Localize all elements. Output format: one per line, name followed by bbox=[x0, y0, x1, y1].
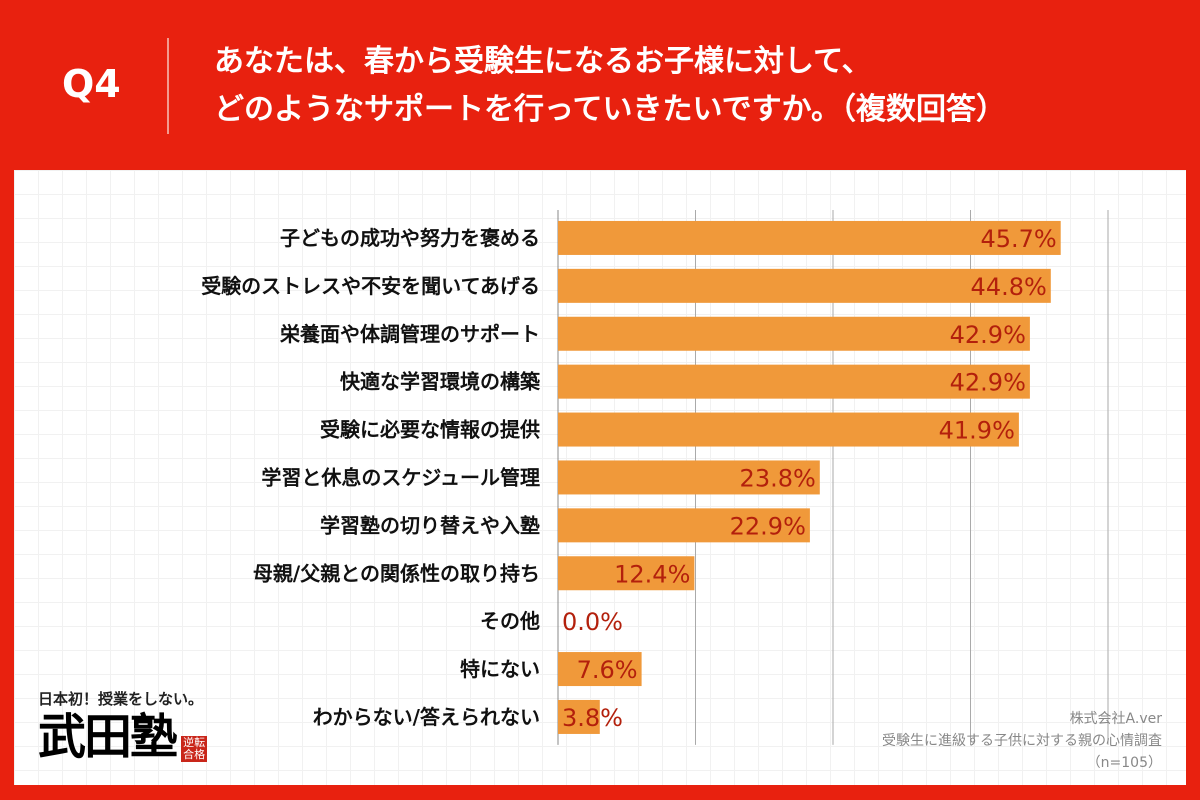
category-label: 特にない bbox=[460, 657, 540, 681]
bar bbox=[558, 364, 1030, 399]
category-label: わからない/答えられない bbox=[313, 705, 540, 729]
value-label: 7.6% bbox=[577, 656, 638, 684]
question-line-1: あなたは、春から受験生になるお子様に対して、 bbox=[214, 44, 872, 79]
category-label: 受験に必要な情報の提供 bbox=[320, 418, 540, 442]
value-label: 22.9% bbox=[730, 512, 806, 540]
bar bbox=[558, 699, 600, 734]
value-label: 42.9% bbox=[950, 321, 1026, 349]
category-label: 子どもの成功や努力を褒める bbox=[280, 226, 540, 250]
source-survey: 受験生に進級する子供に対する親の心情調査 bbox=[882, 733, 1162, 749]
category-label: 学習と休息のスケジュール管理 bbox=[261, 465, 540, 489]
category-label: 学習塾の切り替えや入塾 bbox=[320, 513, 540, 537]
logo-stamp: 逆転合格 bbox=[181, 735, 208, 762]
value-label: 3.8% bbox=[562, 704, 623, 732]
logo-name: 武田塾 bbox=[38, 709, 178, 765]
bar bbox=[558, 268, 1051, 303]
divider bbox=[167, 38, 169, 134]
category-label: 栄養面や体調管理のサポート bbox=[279, 322, 540, 346]
logo-tagline: 日本初！授業をしない。 bbox=[38, 690, 204, 708]
bar bbox=[558, 556, 695, 591]
bar bbox=[558, 508, 810, 543]
bar bbox=[558, 220, 1061, 255]
value-label: 42.9% bbox=[950, 369, 1026, 397]
chart-panel: 子どもの成功や努力を褒める 45.7% 受験のストレスや不安を聞いてあげる 44.8%… bbox=[14, 170, 1186, 785]
category-label: その他 bbox=[480, 609, 540, 633]
value-label: 45.7% bbox=[980, 225, 1056, 253]
category-label: 受験のストレスや不安を聞いてあげる bbox=[201, 274, 540, 298]
question-line-2: どのようなサポートを行っていきたいですか。（複数回答） bbox=[214, 92, 1006, 127]
bar bbox=[558, 460, 820, 495]
bar bbox=[558, 412, 1019, 447]
category-label: 快適な学習環境の構築 bbox=[340, 370, 541, 394]
value-label: 41.9% bbox=[939, 417, 1015, 445]
value-label: 44.8% bbox=[971, 273, 1047, 301]
question-number: Q4 bbox=[62, 62, 121, 106]
sample-size: （n=105） bbox=[1086, 755, 1162, 771]
source-note: 株式会社A.ver 受験生に進級する子供に対する親の心情調査 （n=105） bbox=[882, 708, 1162, 774]
value-label: 23.8% bbox=[740, 464, 816, 492]
logo: 日本初！授業をしない。 武田塾 逆転合格 bbox=[38, 688, 208, 765]
bar bbox=[558, 652, 642, 687]
bar-chart: 子どもの成功や努力を褒める 45.7% 受験のストレスや不安を聞いてあげる 44.8%… bbox=[201, 210, 1109, 745]
value-label: 0.0% bbox=[562, 608, 623, 636]
question-text: あなたは、春から受験生になるお子様に対して、 どのようなサポートを行っていきたい… bbox=[214, 38, 1006, 134]
bar bbox=[558, 316, 1030, 351]
source-company: 株式会社A.ver bbox=[1069, 711, 1162, 727]
category-label: 母親/父親との関係性の取り持ち bbox=[253, 561, 540, 585]
value-label: 12.4% bbox=[614, 560, 690, 588]
